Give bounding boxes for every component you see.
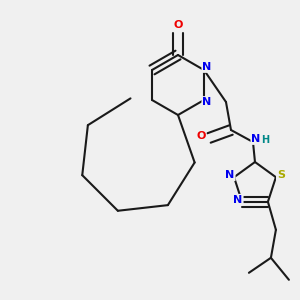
Text: N: N <box>251 134 261 144</box>
Text: H: H <box>261 135 269 145</box>
Text: O: O <box>196 131 206 141</box>
Text: N: N <box>233 195 243 205</box>
Text: S: S <box>277 170 285 180</box>
Text: N: N <box>202 62 211 72</box>
Text: O: O <box>173 20 183 30</box>
Text: N: N <box>202 97 211 107</box>
Text: N: N <box>225 170 235 180</box>
